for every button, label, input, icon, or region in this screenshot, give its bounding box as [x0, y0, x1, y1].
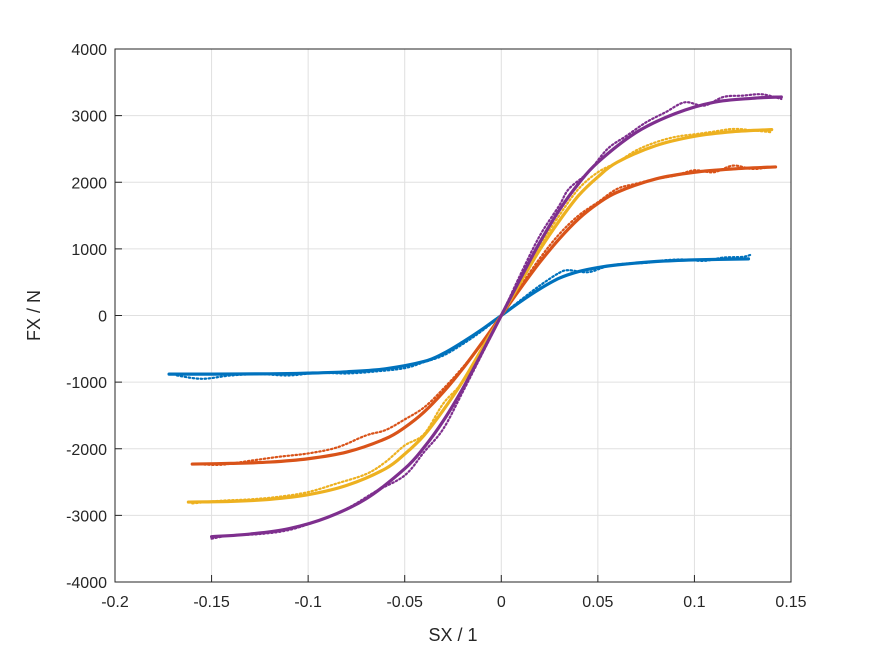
- tick-layer: -0.2 -0.15 -0.1 -0.05 0 0.05 0.1 0.15 -4000 -3000…: [66, 42, 807, 611]
- fit-series-4: [209, 95, 783, 539]
- y-tick-label: 3000: [71, 109, 107, 126]
- y-tick-label: 1000: [71, 242, 107, 259]
- x-tick-label: 0.15: [775, 594, 806, 611]
- x-tick-label: -0.2: [101, 594, 129, 611]
- y-tick-label: -2000: [66, 442, 107, 459]
- y-tick-label: 4000: [71, 42, 107, 59]
- y-tick-label: 2000: [71, 175, 107, 192]
- x-axis-label: SX / 1: [428, 625, 477, 645]
- y-tick-label: 0: [98, 309, 107, 326]
- y-axis-label: FX / N: [24, 290, 44, 341]
- x-tick-label: 0: [497, 594, 506, 611]
- y-tick-label: -1000: [66, 375, 107, 392]
- x-tick-label: 0.05: [582, 594, 613, 611]
- measured-series-layer: [175, 93, 783, 540]
- measured-series-4: [210, 93, 783, 540]
- measured-series-1: [175, 253, 754, 380]
- measured-series-3: [191, 127, 773, 505]
- fit-series-layer: [167, 95, 783, 539]
- x-tick-label: -0.1: [294, 594, 322, 611]
- y-tick-label: -4000: [66, 575, 107, 592]
- x-tick-label: 0.1: [683, 594, 705, 611]
- x-tick-label: -0.15: [193, 594, 230, 611]
- y-tick-label: -3000: [66, 508, 107, 525]
- fit-series-1: [167, 257, 751, 376]
- x-tick-label: -0.05: [386, 594, 423, 611]
